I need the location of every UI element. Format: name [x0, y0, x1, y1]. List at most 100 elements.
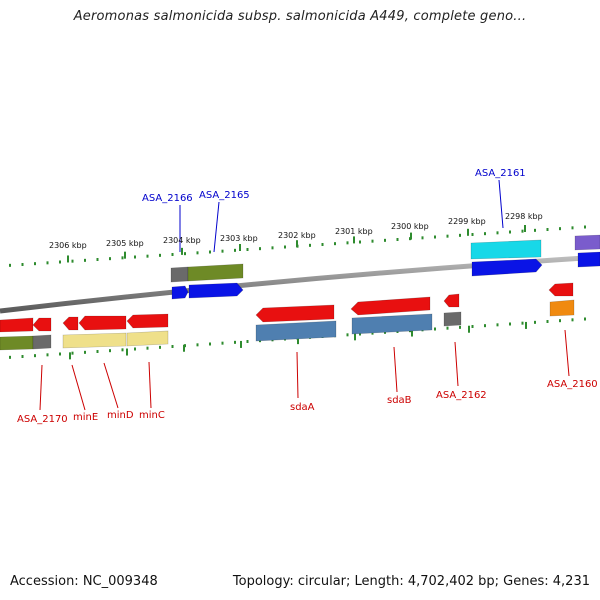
minor-tick — [221, 249, 224, 253]
scale-label: 2301 kbp — [335, 227, 373, 236]
callout-line — [213, 201, 220, 253]
minor-tick — [34, 262, 36, 266]
minor-tick — [534, 228, 536, 232]
minor-tick — [121, 256, 124, 260]
forward-gene-labels: ASA_2166 ASA_2165 ASA_2161 — [142, 168, 526, 204]
minor-tick — [246, 340, 249, 343]
gene-label-minc[interactable]: minC — [139, 410, 165, 421]
gene-arrow — [549, 299, 575, 317]
gene-label-asa-2165[interactable]: ASA_2165 — [199, 190, 250, 201]
minor-tick — [21, 263, 24, 266]
gene-label-sdaa[interactable]: sdaA — [290, 402, 315, 413]
major-tick — [296, 240, 298, 248]
major-tick — [410, 232, 412, 240]
callout-line — [454, 341, 459, 387]
major-tick — [297, 337, 299, 345]
reverse-gene-labels: ASA_2170 minE minD minC sdaA sdaB ASA_21… — [17, 379, 598, 425]
minor-tick — [134, 347, 136, 351]
minor-tick — [9, 355, 11, 359]
scale-label: 2298 kbp — [505, 212, 543, 221]
minor-tick — [196, 343, 199, 347]
major-tick — [240, 340, 242, 348]
gene-label-mind[interactable]: minD — [107, 410, 134, 421]
minor-tick — [134, 255, 136, 259]
gene-arrow — [350, 296, 431, 316]
minor-tick — [309, 243, 311, 247]
scale-label: 2299 kbp — [448, 217, 486, 226]
gene-arrow — [577, 251, 600, 268]
minor-tick — [59, 260, 61, 264]
minor-tick — [359, 240, 361, 244]
gene-arrow — [78, 315, 127, 331]
gene-arrow — [188, 282, 244, 299]
major-tick — [525, 321, 527, 329]
gene-label-asa-2170[interactable]: ASA_2170 — [17, 414, 68, 425]
minor-tick — [9, 263, 11, 267]
gene-label-asa-2166[interactable]: ASA_2166 — [142, 193, 193, 204]
minor-tick — [321, 243, 324, 246]
callout-line — [148, 361, 152, 409]
minor-tick — [334, 242, 336, 246]
minor-tick — [434, 235, 436, 239]
major-tick — [411, 329, 413, 337]
map-title: Aeromonas salmonicida subsp. salmonicida… — [73, 9, 527, 24]
gene-arrow — [32, 317, 52, 332]
minor-tick — [259, 247, 261, 251]
gene-label-asa-2162[interactable]: ASA_2162 — [436, 390, 487, 401]
gene-arrow — [0, 335, 34, 351]
scale-label: 2302 kbp — [278, 231, 316, 240]
callout-line — [296, 351, 299, 399]
minor-tick — [559, 227, 561, 231]
callout-line — [39, 364, 43, 411]
minor-tick — [221, 341, 224, 345]
minor-tick — [346, 241, 349, 245]
major-tick — [181, 247, 183, 255]
minor-tick — [359, 332, 361, 336]
genome-summary-text: Topology: circular; Length: 4,702,402 bp… — [232, 574, 590, 589]
minor-tick — [46, 261, 49, 265]
minor-tick — [571, 318, 574, 322]
minor-tick — [171, 253, 174, 256]
gene-label-asa-2160[interactable]: ASA_2160 — [547, 379, 598, 390]
scale-label: 2303 kbp — [220, 234, 258, 243]
callout-line — [103, 362, 119, 409]
gene-label-sdab[interactable]: sdaB — [387, 395, 412, 406]
gene-label-asa-2161[interactable]: ASA_2161 — [475, 168, 526, 179]
gene-arrow — [62, 332, 127, 349]
callout-line — [71, 364, 86, 411]
callout-line — [498, 179, 504, 229]
gene-arrow — [126, 330, 169, 347]
minor-tick — [159, 253, 161, 257]
major-tick — [69, 352, 71, 360]
major-tick — [183, 344, 185, 352]
minor-tick — [459, 233, 461, 237]
accession-text: Accession: NC_009348 — [10, 574, 158, 589]
scale-label: 2305 kbp — [106, 239, 144, 248]
minor-tick — [96, 258, 99, 261]
major-tick — [239, 244, 241, 251]
minor-tick — [421, 236, 424, 240]
gene-arrow — [471, 258, 543, 277]
minor-tick — [284, 245, 286, 249]
gene-arrow — [187, 263, 244, 282]
major-tick — [354, 333, 356, 341]
minor-tick — [484, 232, 486, 236]
gene-arrow — [170, 266, 189, 283]
minor-tick — [234, 340, 236, 344]
minor-tick — [271, 246, 274, 250]
minor-tick — [559, 319, 561, 323]
gene-label-mine[interactable]: minE — [73, 412, 98, 423]
scale-labels: 2306 kbp 2305 kbp 2304 kbp 2303 kbp 2302… — [49, 212, 543, 250]
minor-tick — [546, 320, 549, 323]
scale-ticks-upper — [9, 225, 586, 267]
minor-tick — [96, 350, 99, 353]
callout-line — [564, 329, 570, 377]
minor-tick — [71, 351, 74, 355]
gene-arrow — [0, 317, 34, 333]
minor-tick — [584, 225, 586, 229]
minor-tick — [46, 353, 49, 357]
minor-tick — [396, 238, 399, 241]
minor-tick — [484, 324, 486, 328]
gene-arrow — [351, 313, 433, 335]
major-tick — [467, 228, 469, 236]
